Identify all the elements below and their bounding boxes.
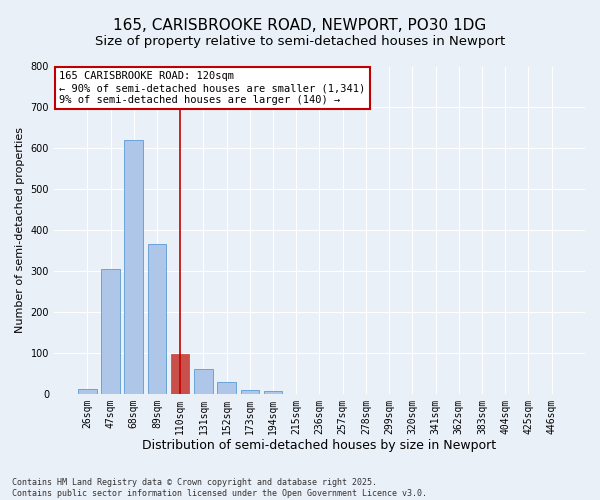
Text: Contains HM Land Registry data © Crown copyright and database right 2025.
Contai: Contains HM Land Registry data © Crown c… bbox=[12, 478, 427, 498]
Bar bbox=[241, 390, 259, 394]
Bar bbox=[101, 269, 120, 394]
Bar bbox=[194, 370, 212, 394]
Text: Size of property relative to semi-detached houses in Newport: Size of property relative to semi-detach… bbox=[95, 35, 505, 48]
Bar bbox=[217, 382, 236, 394]
Text: 165 CARISBROOKE ROAD: 120sqm
← 90% of semi-detached houses are smaller (1,341)
9: 165 CARISBROOKE ROAD: 120sqm ← 90% of se… bbox=[59, 72, 365, 104]
Y-axis label: Number of semi-detached properties: Number of semi-detached properties bbox=[15, 127, 25, 333]
Bar bbox=[171, 354, 190, 394]
Bar bbox=[148, 244, 166, 394]
Bar bbox=[78, 389, 97, 394]
Bar bbox=[124, 140, 143, 394]
X-axis label: Distribution of semi-detached houses by size in Newport: Distribution of semi-detached houses by … bbox=[142, 440, 497, 452]
Text: 165, CARISBROOKE ROAD, NEWPORT, PO30 1DG: 165, CARISBROOKE ROAD, NEWPORT, PO30 1DG bbox=[113, 18, 487, 32]
Bar bbox=[264, 390, 283, 394]
